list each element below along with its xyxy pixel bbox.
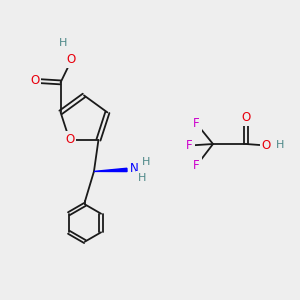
Text: O: O [67,53,76,66]
Text: H: H [276,140,284,151]
Text: O: O [262,139,271,152]
Polygon shape [94,168,127,172]
Text: H: H [58,38,67,48]
Text: O: O [242,111,250,124]
Text: F: F [193,159,200,172]
Text: H: H [138,173,147,183]
Text: O: O [30,74,39,87]
Text: N: N [130,162,139,175]
Text: H: H [142,158,151,167]
Text: F: F [186,139,193,152]
Text: O: O [65,134,74,146]
Text: F: F [193,117,200,130]
